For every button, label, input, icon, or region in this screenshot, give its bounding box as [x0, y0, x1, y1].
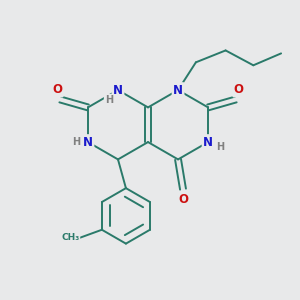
Text: O: O — [234, 83, 244, 96]
Text: H: H — [105, 95, 113, 105]
Text: N: N — [113, 84, 123, 97]
Text: N: N — [83, 136, 93, 148]
Text: CH₃: CH₃ — [61, 233, 79, 242]
Text: N: N — [203, 136, 213, 148]
Text: O: O — [52, 83, 62, 96]
Text: O: O — [178, 193, 188, 206]
Text: N: N — [173, 84, 183, 97]
Text: H: H — [216, 142, 224, 152]
Text: H: H — [72, 137, 80, 147]
